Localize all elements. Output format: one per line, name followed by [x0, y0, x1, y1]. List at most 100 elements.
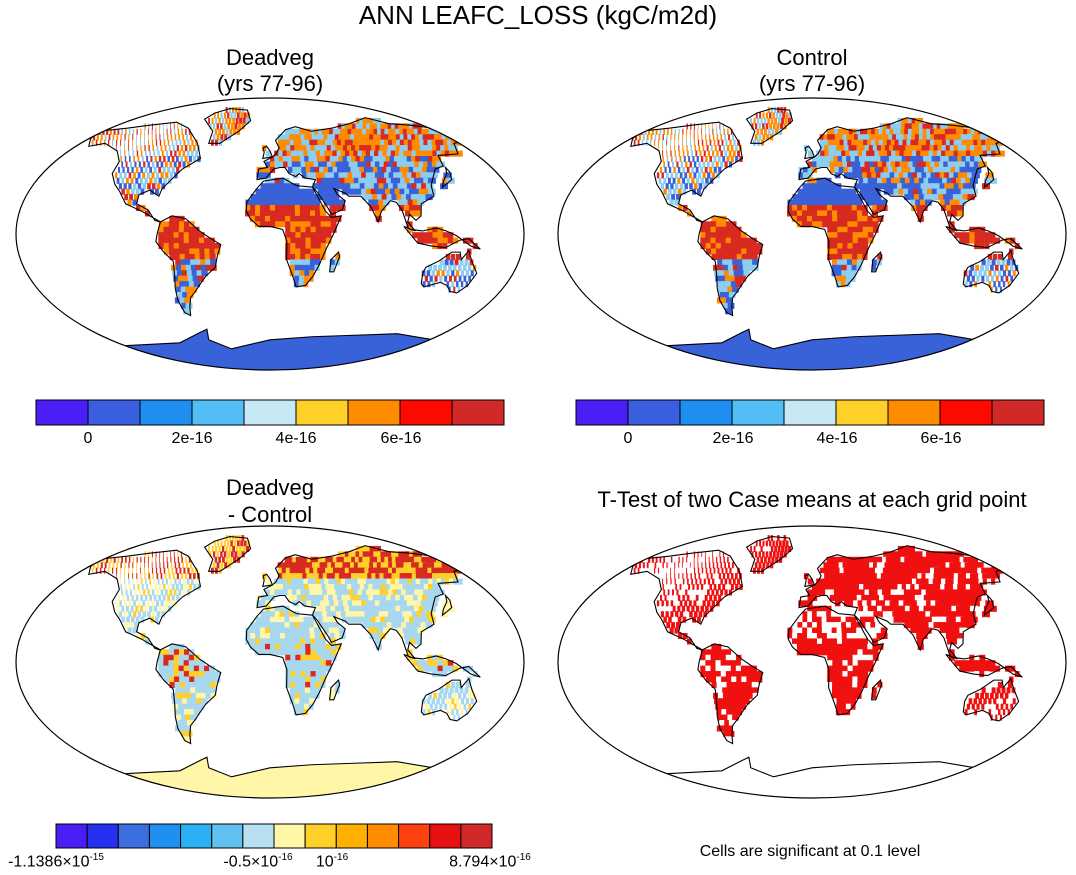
grid-cell [179, 297, 187, 304]
grid-cell [836, 145, 842, 152]
grid-cell [181, 556, 183, 563]
grid-cell [186, 161, 191, 168]
grid-cell [417, 594, 426, 601]
grid-cell [447, 237, 454, 244]
grid-cell [709, 584, 712, 591]
grid-cell [365, 616, 373, 623]
map-border [557, 525, 1067, 799]
grid-cell [250, 632, 256, 640]
coastline-greenland [745, 536, 794, 572]
grid-cell [427, 660, 434, 667]
antarctica [628, 757, 993, 798]
colorbar-swatch [211, 823, 244, 849]
grid-cell [877, 215, 884, 222]
grid-cell [892, 562, 900, 569]
grid-cell [767, 556, 771, 563]
grid-cell [448, 703, 452, 710]
grid-cell [993, 709, 996, 716]
grid-cell [785, 540, 789, 547]
grid-cell [670, 145, 672, 152]
grid-cell [860, 573, 867, 580]
grid-cell [880, 145, 888, 152]
grid-cell [758, 562, 762, 569]
grid-cell [270, 210, 276, 217]
grid-cell [361, 562, 369, 569]
grid-cell [892, 611, 899, 618]
grid-cell [830, 128, 836, 135]
grid-cell [983, 177, 993, 184]
grid-cell [820, 161, 827, 168]
grid-cell [870, 622, 877, 629]
grid-cell [724, 292, 732, 299]
grid-cell [833, 156, 839, 163]
grid-cell [700, 671, 707, 678]
grid-cell [182, 161, 186, 168]
cb-control-label-2: 4e-16 [816, 430, 858, 447]
grid-cell [310, 671, 317, 678]
grid-cell [403, 632, 411, 640]
grid-cell [465, 270, 469, 277]
grid-cell [146, 584, 149, 591]
grid-cell [720, 703, 727, 710]
grid-cell [183, 237, 190, 244]
grid-cell [857, 237, 864, 244]
grid-cell [871, 584, 879, 591]
grid-cell [976, 703, 980, 710]
grid-cell [356, 567, 364, 574]
grid-cell [901, 573, 909, 580]
grid-cell [369, 611, 377, 618]
grid-cell [919, 166, 927, 173]
grid-cell [373, 199, 380, 206]
grid-cell [679, 611, 684, 618]
grid-cell [372, 156, 380, 163]
grid-cell [693, 134, 695, 141]
grid-cell [334, 632, 341, 640]
grid-cell [344, 177, 351, 184]
grid-cell [141, 204, 146, 212]
grid-cell [735, 573, 738, 580]
grid-cell [255, 199, 261, 206]
grid-cell [187, 275, 195, 282]
grid-cell [807, 166, 813, 173]
grid-cell [996, 259, 1001, 266]
grid-cell [334, 562, 342, 569]
grid-cell [348, 139, 356, 146]
grid-cell [666, 578, 668, 585]
grid-cell [677, 188, 682, 195]
grid-cell [843, 139, 850, 146]
grid-cell [218, 128, 222, 135]
grid-cell [145, 150, 147, 157]
grid-cell [907, 188, 915, 195]
grid-cell [926, 600, 934, 607]
grid-cell [831, 627, 838, 634]
grid-cell [423, 177, 432, 184]
grid-cell [351, 156, 359, 163]
grid-cell [952, 210, 959, 217]
grid-cell [700, 237, 707, 244]
grid-cell [666, 134, 668, 141]
grid-cell [304, 161, 311, 168]
grid-cell [423, 605, 432, 612]
grid-cell [370, 161, 378, 168]
grid-cell [788, 540, 792, 547]
grid-cell [837, 226, 844, 233]
grid-cell [412, 232, 418, 239]
grid-cell [716, 681, 723, 688]
grid-cell [168, 654, 175, 661]
grid-cell [909, 605, 917, 612]
grid-cell [882, 567, 890, 574]
grid-cell [425, 622, 433, 629]
grid-cell [998, 709, 1001, 716]
grid-cell [367, 573, 375, 580]
grid-cell [178, 226, 185, 233]
grid-cell [151, 183, 156, 190]
grid-cell [665, 183, 669, 190]
grid-cell [274, 616, 281, 623]
grid-cell [937, 594, 945, 601]
grid-cell [447, 232, 454, 239]
colorbar-swatch [731, 399, 785, 426]
grid-cell [876, 204, 883, 212]
grid-cell [714, 573, 717, 580]
grid-cell [270, 616, 276, 623]
grid-cell [199, 248, 206, 255]
